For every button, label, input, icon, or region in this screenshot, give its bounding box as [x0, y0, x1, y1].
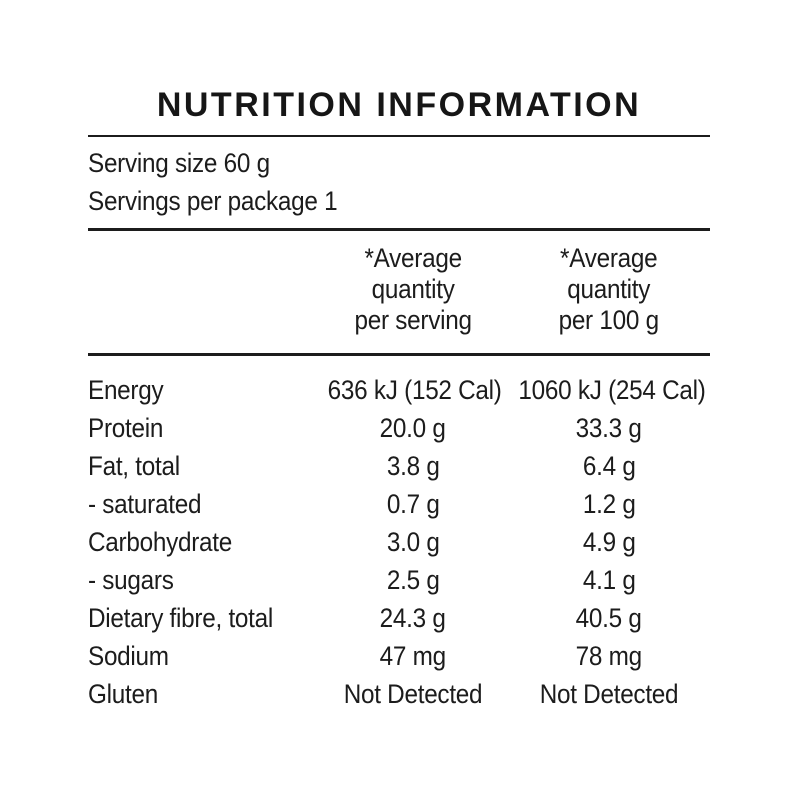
- table-row-fat-total: Fat, total 3.8 g 6.4 g: [88, 447, 710, 485]
- table-row-energy: Energy 636 kJ (152 Cal) 1060 kJ (254 Cal…: [88, 371, 710, 409]
- table-row-protein: Protein 20.0 g 33.3 g: [88, 409, 710, 447]
- row-value-text: 33.3 g: [576, 413, 642, 443]
- column-header-per-100g-text: *Average quantity per 100 g: [558, 243, 660, 335]
- row-label-text: Protein: [88, 413, 164, 443]
- row-value-text: 20.0 g: [380, 413, 446, 443]
- serving-size-text: Serving size 60 g: [88, 148, 270, 178]
- row-value-text: 4.9 g: [582, 527, 636, 557]
- row-value-per-serving: 47 mg: [318, 637, 508, 675]
- panel-title: NUTRITION INFORMATION: [156, 86, 642, 124]
- table-row-saturated: - saturated 0.7 g 1.2 g: [88, 485, 710, 523]
- row-label: Protein: [88, 409, 318, 447]
- row-value-text: 0.7 g: [386, 489, 440, 519]
- row-value-per-serving: 636 kJ (152 Cal): [318, 371, 508, 409]
- divider-under-title: [88, 135, 710, 137]
- row-value-per-100g: 33.3 g: [508, 409, 710, 447]
- row-value-text: 1.2 g: [582, 489, 636, 519]
- row-label-text: Sodium: [88, 641, 169, 671]
- row-value-per-serving: 0.7 g: [318, 485, 508, 523]
- row-value-text: 4.1 g: [582, 565, 636, 595]
- divider-under-headers: [88, 353, 710, 356]
- row-value-per-serving: 24.3 g: [318, 599, 508, 637]
- row-value-per-100g: Not Detected: [508, 675, 710, 713]
- row-value-per-serving: 3.0 g: [318, 523, 508, 561]
- table-row-sodium: Sodium 47 mg 78 mg: [88, 637, 710, 675]
- row-label: - sugars: [88, 561, 318, 599]
- row-value-per-serving: 2.5 g: [318, 561, 508, 599]
- column-header-per-100g: *Average quantity per 100 g: [508, 243, 710, 336]
- row-value-per-100g: 40.5 g: [508, 599, 710, 637]
- row-label: Carbohydrate: [88, 523, 318, 561]
- row-value-text: 24.3 g: [380, 603, 446, 633]
- row-value-per-serving: 20.0 g: [318, 409, 508, 447]
- row-label-text: Gluten: [88, 679, 158, 709]
- nutrition-panel: NUTRITION INFORMATION Serving size 60 g …: [88, 84, 710, 713]
- servings-per-package-line: Servings per package 1: [88, 182, 710, 220]
- column-header-per-serving-text: *Average quantity per serving: [354, 243, 472, 335]
- row-value-per-serving: Not Detected: [318, 675, 508, 713]
- row-label-text: Energy: [88, 375, 164, 405]
- row-value-per-serving: 3.8 g: [318, 447, 508, 485]
- row-value-text: 40.5 g: [576, 603, 642, 633]
- row-value-text: 1060 kJ (254 Cal): [518, 375, 706, 405]
- serving-info: Serving size 60 g Servings per package 1: [88, 137, 710, 228]
- row-label: Dietary fibre, total: [88, 599, 318, 637]
- row-label: Gluten: [88, 675, 318, 713]
- row-label-text: Dietary fibre, total: [88, 603, 274, 633]
- row-value-text: 78 mg: [575, 641, 643, 671]
- serving-size-line: Serving size 60 g: [88, 144, 710, 182]
- table-row-sugars: - sugars 2.5 g 4.1 g: [88, 561, 710, 599]
- row-value-text: 636 kJ (152 Cal): [327, 375, 502, 405]
- row-value-per-100g: 4.9 g: [508, 523, 710, 561]
- table-row-gluten: Gluten Not Detected Not Detected: [88, 675, 710, 713]
- nutrition-table-body: Energy 636 kJ (152 Cal) 1060 kJ (254 Cal…: [88, 356, 710, 713]
- table-row-carbohydrate: Carbohydrate 3.0 g 4.9 g: [88, 523, 710, 561]
- row-value-text: 3.0 g: [386, 527, 440, 557]
- row-value-text: Not Detected: [343, 679, 483, 709]
- table-row-dietary-fibre: Dietary fibre, total 24.3 g 40.5 g: [88, 599, 710, 637]
- row-value-text: 6.4 g: [582, 451, 636, 481]
- row-value-per-100g: 78 mg: [508, 637, 710, 675]
- row-label: Energy: [88, 371, 318, 409]
- column-header-row: *Average quantity per serving *Average q…: [88, 231, 710, 353]
- row-label-text: - sugars: [88, 565, 174, 595]
- row-label-text: - saturated: [88, 489, 202, 519]
- servings-per-package-text: Servings per package 1: [88, 186, 338, 216]
- row-value-text: 2.5 g: [386, 565, 440, 595]
- column-header-spacer: [88, 243, 318, 336]
- row-value-per-100g: 1060 kJ (254 Cal): [508, 371, 710, 409]
- row-value-text: Not Detected: [539, 679, 679, 709]
- row-value-per-100g: 4.1 g: [508, 561, 710, 599]
- row-label: Sodium: [88, 637, 318, 675]
- column-header-per-serving: *Average quantity per serving: [318, 243, 508, 336]
- row-label-text: Carbohydrate: [88, 527, 232, 557]
- row-label: Fat, total: [88, 447, 318, 485]
- row-value-text: 3.8 g: [386, 451, 440, 481]
- row-label: - saturated: [88, 485, 318, 523]
- row-label-text: Fat, total: [88, 451, 180, 481]
- divider-under-serving-info: [88, 228, 710, 231]
- row-value-per-100g: 1.2 g: [508, 485, 710, 523]
- row-value-text: 47 mg: [379, 641, 447, 671]
- row-value-per-100g: 6.4 g: [508, 447, 710, 485]
